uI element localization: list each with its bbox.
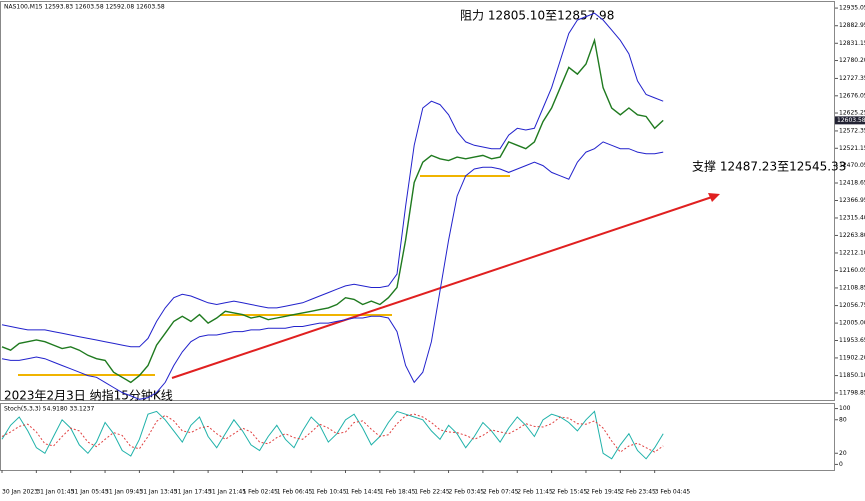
x-tick-label: 1 Feb 22:45: [414, 489, 450, 496]
x-tick-label: 2 Feb 11:45: [517, 489, 553, 496]
y-tick-label: 12882.95: [839, 22, 865, 29]
y-tick-label: 12831.15: [839, 40, 865, 47]
annotation: 支撑 12487.23至12545.33: [692, 159, 846, 174]
x-tick-label: 30 Jan 2023: [2, 489, 38, 496]
y-tick-label: 100: [839, 405, 851, 412]
series-line: [1, 410, 664, 460]
series-line: [1, 12, 664, 348]
y-tick-label: 12935.05: [839, 5, 865, 12]
x-tick-label: 2 Feb 03:45: [449, 489, 485, 496]
x-tick-label: 31 Jan 05:45: [71, 489, 109, 496]
y-tick-label: 11850.10: [839, 372, 865, 379]
price-label-box: [835, 116, 865, 125]
x-tick-label: 1 Feb 02:45: [242, 489, 278, 496]
trend-arrow: [171, 196, 713, 379]
y-tick-label: 80: [839, 416, 847, 423]
y-tick-label: 12625.25: [839, 110, 865, 117]
x-tick-label: 2 Feb 23:45: [620, 489, 656, 496]
y-tick-label: 12315.40: [839, 214, 865, 221]
stoch-title: Stoch(5,3,3) 54.9180 33.1237: [4, 406, 95, 413]
price-label: 12603.58: [837, 117, 865, 124]
y-tick-label: 12212.10: [839, 249, 865, 256]
y-tick-label: 12005.00: [839, 320, 865, 327]
series-line: [1, 141, 664, 400]
x-tick-label: 1 Feb 18:45: [380, 489, 416, 496]
y-tick-label: 12160.05: [839, 267, 865, 274]
x-tick-label: 31 Jan 17:45: [174, 489, 212, 496]
x-tick-label: 31 Jan 09:45: [105, 489, 143, 496]
y-tick-label: 12521.15: [839, 145, 865, 152]
y-tick-label: 0: [839, 461, 843, 468]
y-tick-label: 11953.65: [839, 337, 865, 344]
x-tick-label: 2 Feb 19:45: [586, 489, 622, 496]
y-tick-label: 12676.05: [839, 92, 865, 99]
y-tick-label: 12366.95: [839, 197, 865, 204]
x-tick-label: 1 Feb 06:45: [277, 489, 313, 496]
stoch-pane: [0, 403, 835, 471]
x-tick-label: 31 Jan 21:45: [208, 489, 246, 496]
x-tick-label: 1 Feb 14:45: [346, 489, 382, 496]
x-tick-label: 2 Feb 07:45: [483, 489, 519, 496]
x-tick-label: 31 Jan 13:45: [139, 489, 177, 496]
price-pane: [0, 1, 835, 401]
series-line: [1, 37, 664, 384]
annotation: 2023年2月3日 纳指15分钟K线: [4, 388, 173, 403]
y-tick-label: 12418.65: [839, 179, 865, 186]
y-tick-label: 12263.80: [839, 232, 865, 239]
y-tick-label: 12108.85: [839, 284, 865, 291]
x-tick-label: 3 Feb 04:45: [655, 489, 691, 496]
y-tick-label: 12056.75: [839, 302, 865, 309]
arrow-head: [708, 193, 720, 202]
chart-title: NAS100,M15 12593.83 12603.58 12592.08 12…: [4, 4, 165, 11]
y-tick-label: 12470.05: [839, 162, 865, 169]
x-tick-label: 1 Feb 10:45: [311, 489, 347, 496]
y-tick-label: 11798.85: [839, 389, 865, 396]
x-tick-label: 2 Feb 15:45: [552, 489, 588, 496]
y-tick-label: 11902.20: [839, 354, 865, 361]
y-tick-label: 12727.35: [839, 75, 865, 82]
x-tick-label: 31 Jan 01:45: [36, 489, 74, 496]
y-tick-label: 20: [839, 450, 847, 457]
y-tick-label: 12572.35: [839, 127, 865, 134]
annotation: 阻力 12805.10至12857.98: [460, 9, 614, 23]
y-tick-label: 12780.20: [839, 57, 865, 64]
series-line: [1, 413, 664, 453]
